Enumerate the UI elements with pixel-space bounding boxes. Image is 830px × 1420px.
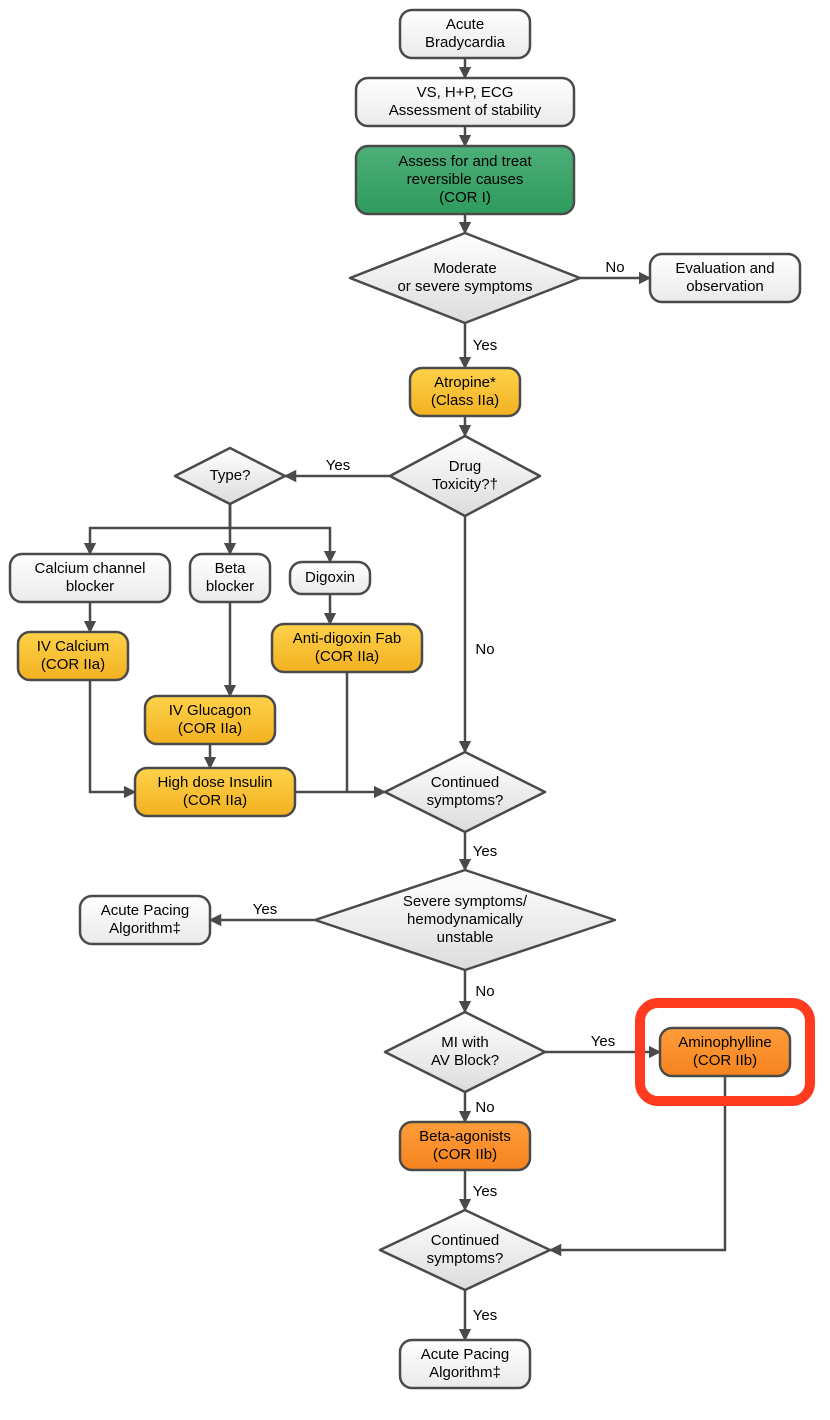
node-label: (Class IIa) — [431, 392, 499, 409]
flowchart-canvas: No Yes Yes No Yes Yes No Yes No Yes Yes AcuteBradyc… — [0, 0, 830, 1420]
node-label: (COR IIb) — [433, 1146, 497, 1163]
node-label: or severe symptoms — [397, 278, 532, 295]
node-label: VS, H+P, ECG — [417, 84, 514, 101]
node-label: Beta — [215, 560, 247, 577]
node-n_pacing2: Acute PacingAlgorithm‡ — [400, 1340, 530, 1388]
node-label: blocker — [206, 578, 254, 595]
node-label: reversible causes — [407, 171, 524, 188]
node-label: unstable — [437, 929, 494, 946]
edge — [90, 680, 135, 792]
node-label: Acute Pacing — [421, 1346, 509, 1363]
node-n_miav: MI withAV Block? — [385, 1012, 545, 1092]
node-label: Calcium channel — [35, 560, 146, 577]
node-label: Assess for and treat — [398, 153, 532, 170]
node-label: (COR I) — [439, 189, 491, 206]
edge-label: Yes — [253, 901, 277, 918]
edge — [90, 504, 230, 554]
node-label: blocker — [66, 578, 114, 595]
node-label: Acute Pacing — [101, 902, 189, 919]
node-label: Assessment of stability — [389, 102, 542, 119]
node-label: Severe symptoms/ — [403, 893, 528, 910]
edge-label: No — [605, 259, 624, 276]
node-n_severe: Severe symptoms/hemodynamicallyunstable — [315, 870, 615, 970]
node-label: Beta-agonists — [419, 1128, 511, 1145]
node-n_assess: Assess for and treatreversible causes(CO… — [356, 146, 574, 214]
node-label: symptoms? — [427, 1250, 504, 1267]
node-label: Aminophylline — [678, 1034, 771, 1051]
node-n_ivca: IV Calcium(COR IIa) — [18, 632, 128, 680]
node-label: Drug — [449, 458, 482, 475]
edge-label: No — [475, 641, 494, 658]
node-label: Anti-digoxin Fab — [293, 630, 401, 647]
node-label: MI with — [441, 1034, 489, 1051]
node-n_modsev: Moderateor severe symptoms — [350, 233, 580, 323]
node-n_beta: Betablocker — [190, 554, 270, 602]
node-label: Continued — [431, 1232, 499, 1249]
node-n_fab: Anti-digoxin Fab(COR IIa) — [272, 624, 422, 672]
node-label: Algorithm‡ — [429, 1364, 501, 1381]
node-label: (COR IIa) — [41, 656, 105, 673]
node-label: High dose Insulin — [157, 774, 272, 791]
node-label: Evaluation and — [675, 260, 774, 277]
node-label: Toxicity?† — [432, 476, 498, 493]
node-label: symptoms? — [427, 792, 504, 809]
node-label: Atropine* — [434, 374, 496, 391]
node-n_evalobs: Evaluation andobservation — [650, 254, 800, 302]
edge-label: Yes — [473, 843, 497, 860]
node-label: observation — [686, 278, 764, 295]
node-n_betaago: Beta-agonists(COR IIb) — [400, 1122, 530, 1170]
node-n_dig: Digoxin — [290, 562, 370, 594]
node-n_acute: AcuteBradycardia — [400, 10, 530, 58]
node-label: Bradycardia — [425, 34, 506, 51]
node-label: Algorithm‡ — [109, 920, 181, 937]
edge-label: No — [475, 1099, 494, 1116]
node-label: Moderate — [433, 260, 496, 277]
node-n_type: Type? — [175, 448, 285, 504]
edge-label: Yes — [591, 1033, 615, 1050]
node-label: hemodynamically — [407, 911, 523, 928]
node-n_ccb: Calcium channelblocker — [10, 554, 170, 602]
node-n_insulin: High dose Insulin(COR IIa) — [135, 768, 295, 816]
node-label: Acute — [446, 16, 484, 33]
node-label: Continued — [431, 774, 499, 791]
node-label: AV Block? — [431, 1052, 499, 1069]
node-label: (COR IIb) — [693, 1052, 757, 1069]
node-n_glucagon: IV Glucagon(COR IIa) — [145, 696, 275, 744]
edge-label: Yes — [473, 337, 497, 354]
node-label: Type? — [210, 467, 251, 484]
node-n_drugtox: DrugToxicity?† — [390, 436, 540, 516]
node-label: (COR IIa) — [183, 792, 247, 809]
node-label: IV Glucagon — [169, 702, 252, 719]
edge-label: No — [475, 983, 494, 1000]
edge-label: Yes — [473, 1183, 497, 1200]
node-n_vs: VS, H+P, ECGAssessment of stability — [356, 78, 574, 126]
node-n_contsym2: Continuedsymptoms? — [380, 1210, 550, 1290]
node-n_contsym1: Continuedsymptoms? — [385, 752, 545, 832]
node-label: (COR IIa) — [178, 720, 242, 737]
node-label: Digoxin — [305, 569, 355, 586]
node-n_amino: Aminophylline(COR IIb) — [660, 1028, 790, 1076]
node-n_atropine: Atropine*(Class IIa) — [410, 368, 520, 416]
edge-label: Yes — [473, 1307, 497, 1324]
node-label: (COR IIa) — [315, 648, 379, 665]
edge-label: Yes — [326, 457, 350, 474]
node-n_pacing1: Acute PacingAlgorithm‡ — [80, 896, 210, 944]
node-label: IV Calcium — [37, 638, 110, 655]
